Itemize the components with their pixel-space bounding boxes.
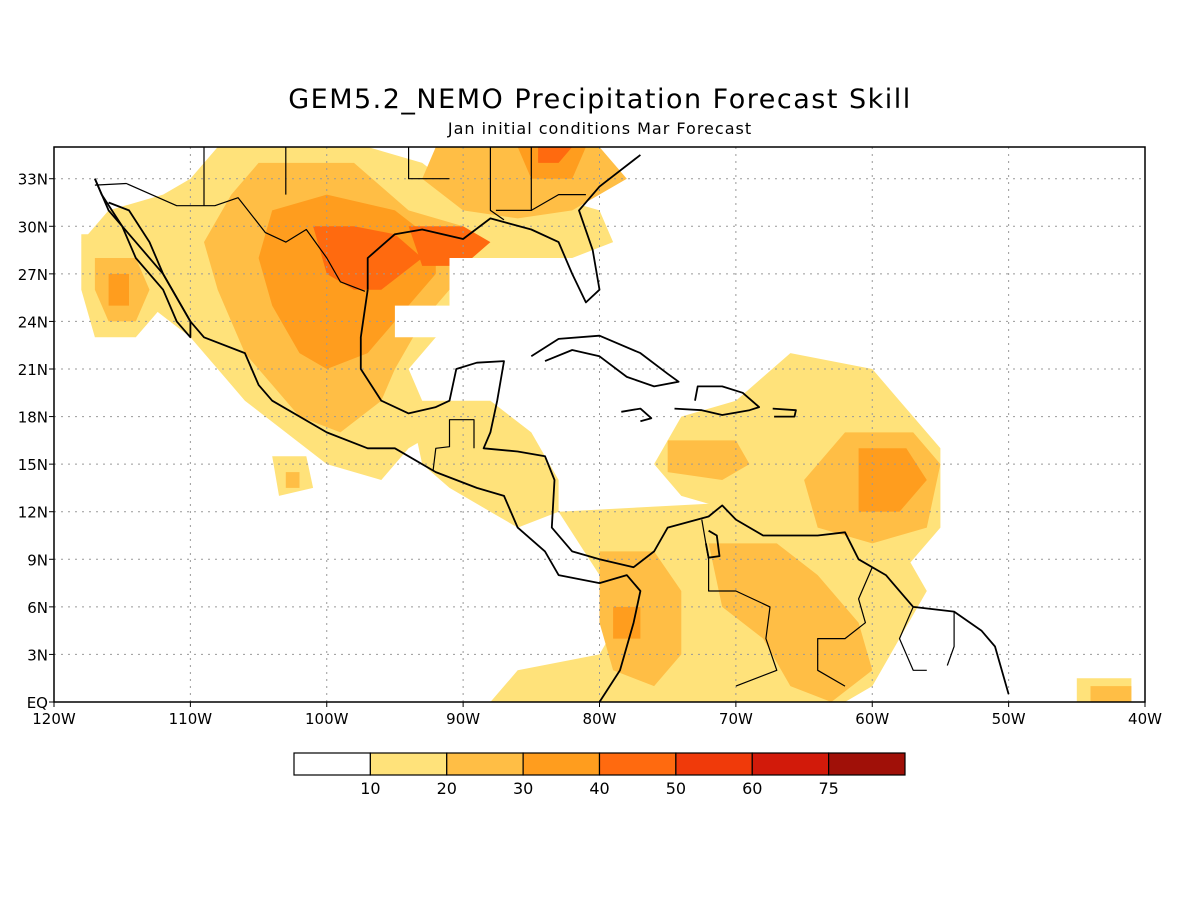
colorbar-swatch bbox=[751, 752, 830, 776]
colorbar-swatch bbox=[675, 752, 753, 776]
y-tick-label: 3N bbox=[27, 646, 48, 664]
y-tick-label: 27N bbox=[18, 266, 48, 284]
region-colombia-core bbox=[613, 606, 641, 639]
region-central-america bbox=[408, 400, 559, 528]
y-tick-label: 15N bbox=[18, 456, 48, 474]
colorbar-label: 30 bbox=[513, 779, 533, 798]
region-carolina-core bbox=[538, 147, 573, 163]
y-tick-label: 18N bbox=[18, 409, 48, 427]
y-tick-label: EQ bbox=[27, 694, 48, 712]
colorbar-swatch bbox=[293, 752, 371, 776]
colorbar-swatch bbox=[598, 752, 677, 776]
coastlines bbox=[94, 147, 1010, 702]
colorbar-label: 50 bbox=[666, 779, 686, 798]
coastline-baja-peninsula bbox=[94, 178, 192, 339]
colorbar-label: 75 bbox=[818, 779, 838, 798]
border-us-state-5 bbox=[530, 194, 586, 211]
coastline-jamaica bbox=[621, 407, 653, 423]
x-tick-label: 80W bbox=[583, 710, 617, 728]
x-tick-label: 120W bbox=[32, 710, 76, 728]
coastline-mexico-east bbox=[359, 289, 1010, 695]
x-tick-label: 110W bbox=[169, 710, 213, 728]
x-tick-label: 40W bbox=[1128, 710, 1162, 728]
axis-labels: 120W 110W 100W 90W 80W 70W 60W 50W 40W EQ 3N 6N 9N 12… bbox=[18, 171, 1162, 728]
x-tick-label: 100W bbox=[305, 710, 349, 728]
y-tick-label: 33N bbox=[18, 171, 48, 189]
colorbar-swatch bbox=[828, 752, 906, 776]
x-tick-label: 90W bbox=[446, 710, 480, 728]
blank-gulf-blank bbox=[394, 258, 518, 338]
coastline-cuba bbox=[530, 334, 680, 388]
y-tick-label: 30N bbox=[18, 218, 48, 236]
y-tick-label: 21N bbox=[18, 361, 48, 379]
region-venezuela-inner bbox=[708, 543, 873, 702]
colorbar: 10 20 30 40 50 60 75 bbox=[293, 752, 906, 798]
y-tick-label: 12N bbox=[18, 504, 48, 522]
coastline-gulf-coast bbox=[366, 154, 641, 304]
border-venezuela-guyana bbox=[817, 566, 873, 687]
border-us-state-2 bbox=[408, 147, 450, 180]
border-suriname-guiana bbox=[946, 611, 955, 666]
y-tick-label: 24N bbox=[18, 313, 48, 331]
colorbar-swatch bbox=[522, 752, 601, 776]
border-us-state-3 bbox=[489, 147, 505, 221]
region-baja-core bbox=[108, 273, 129, 306]
y-tick-label: 6N bbox=[27, 599, 48, 617]
border-colombia-venezuela bbox=[701, 519, 778, 687]
x-tick-label: 70W bbox=[719, 710, 753, 728]
colorbar-swatch bbox=[369, 752, 448, 776]
gridlines bbox=[54, 147, 1145, 702]
colorbar-label: 60 bbox=[742, 779, 762, 798]
colorbar-label: 20 bbox=[437, 779, 457, 798]
colorbar-swatch bbox=[446, 752, 524, 776]
y-tick-label: 9N bbox=[27, 551, 48, 569]
coastline-puerto-rico bbox=[772, 407, 797, 418]
coastline-hispaniola bbox=[674, 385, 760, 416]
colorbar-label: 40 bbox=[589, 779, 609, 798]
border-guatemala-mexico bbox=[432, 419, 475, 471]
x-tick-label: 60W bbox=[855, 710, 889, 728]
colorbar-label: 10 bbox=[360, 779, 380, 798]
region-caribbean-center bbox=[667, 440, 750, 480]
region-pacific-blob-inner bbox=[285, 472, 300, 488]
region-atlantic-east-inner bbox=[1090, 686, 1132, 702]
chart-title: GEM5.2_NEMO Precipitation Forecast Skill bbox=[288, 84, 912, 115]
region-louisiana-max bbox=[408, 226, 491, 266]
border-guyana-suriname bbox=[898, 606, 927, 671]
border-us-mexico bbox=[94, 182, 366, 292]
chart-subtitle: Jan initial conditions Mar Forecast bbox=[447, 119, 753, 138]
x-tick-label: 50W bbox=[992, 710, 1026, 728]
